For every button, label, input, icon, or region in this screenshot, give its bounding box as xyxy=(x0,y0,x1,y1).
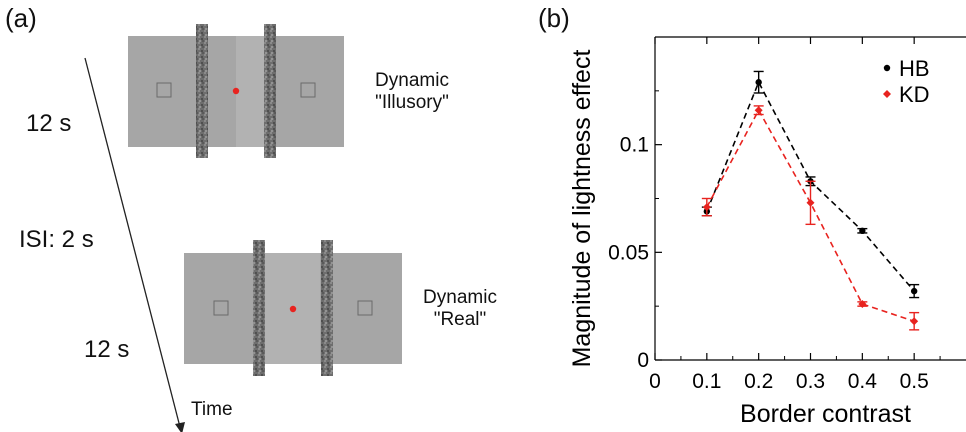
caption-line-2: "Illusory" xyxy=(375,92,449,113)
target-square-right xyxy=(300,82,316,98)
x-tick-label: 0.5 xyxy=(900,370,929,393)
isi-label: ISI: 2 s xyxy=(19,226,94,253)
data-point-hb xyxy=(910,287,918,295)
stimulus-real xyxy=(184,240,402,376)
caption-line-2: "Real" xyxy=(433,309,487,330)
stimulus-real-caption: Dynamic "Real" xyxy=(400,287,520,331)
duration-label-1: 12 s xyxy=(26,110,72,137)
stimulus-illusory-caption: Dynamic "Illusory" xyxy=(352,70,472,114)
target-square-right xyxy=(357,300,373,316)
data-point-kd xyxy=(702,203,711,212)
y-tick-label: 0 xyxy=(637,349,649,372)
target-square-left xyxy=(213,300,229,316)
noise-bar-right xyxy=(321,240,333,376)
legend-label-hb: HB xyxy=(899,56,930,81)
data-point-hb xyxy=(755,79,762,86)
y-axis-label: Magnitude of lightness effect xyxy=(568,50,596,368)
data-point-kd xyxy=(806,198,815,207)
noise-bar-left xyxy=(196,24,208,158)
legend-marker-hb xyxy=(883,64,891,72)
x-tick-label: 0.1 xyxy=(692,370,721,393)
y-tick-label: 0.1 xyxy=(620,134,649,157)
caption-line-1: Dynamic xyxy=(423,287,497,308)
panel-a-label: (a) xyxy=(5,3,37,33)
legend-label-kd: KD xyxy=(899,82,930,107)
legend-marker-kd xyxy=(883,90,891,98)
x-tick-label: 0.3 xyxy=(796,370,825,393)
data-point-hb xyxy=(859,227,866,234)
data-point-kd xyxy=(910,317,919,326)
x-tick-label: 0.2 xyxy=(744,370,773,393)
fixation-dot xyxy=(289,305,297,313)
noise-bar-left xyxy=(253,240,265,376)
panel-b-label: (b) xyxy=(538,3,570,33)
target-square-left xyxy=(156,82,172,98)
data-point-kd xyxy=(858,300,867,309)
time-axis-label: Time xyxy=(191,399,233,420)
fixation-dot xyxy=(232,87,240,95)
x-axis-label: Border contrast xyxy=(740,400,911,428)
time-arrow xyxy=(84,57,185,432)
series-line-kd xyxy=(706,108,915,322)
duration-label-2: 12 s xyxy=(84,336,130,363)
noise-bar-right xyxy=(264,24,276,158)
x-tick-label: 0.4 xyxy=(848,370,878,393)
stimulus-illusory xyxy=(128,24,344,158)
data-point-kd xyxy=(754,106,763,115)
y-tick-label: 0.05 xyxy=(608,241,649,264)
caption-line-1: Dynamic xyxy=(375,70,449,91)
x-tick-label: 0 xyxy=(649,370,661,393)
